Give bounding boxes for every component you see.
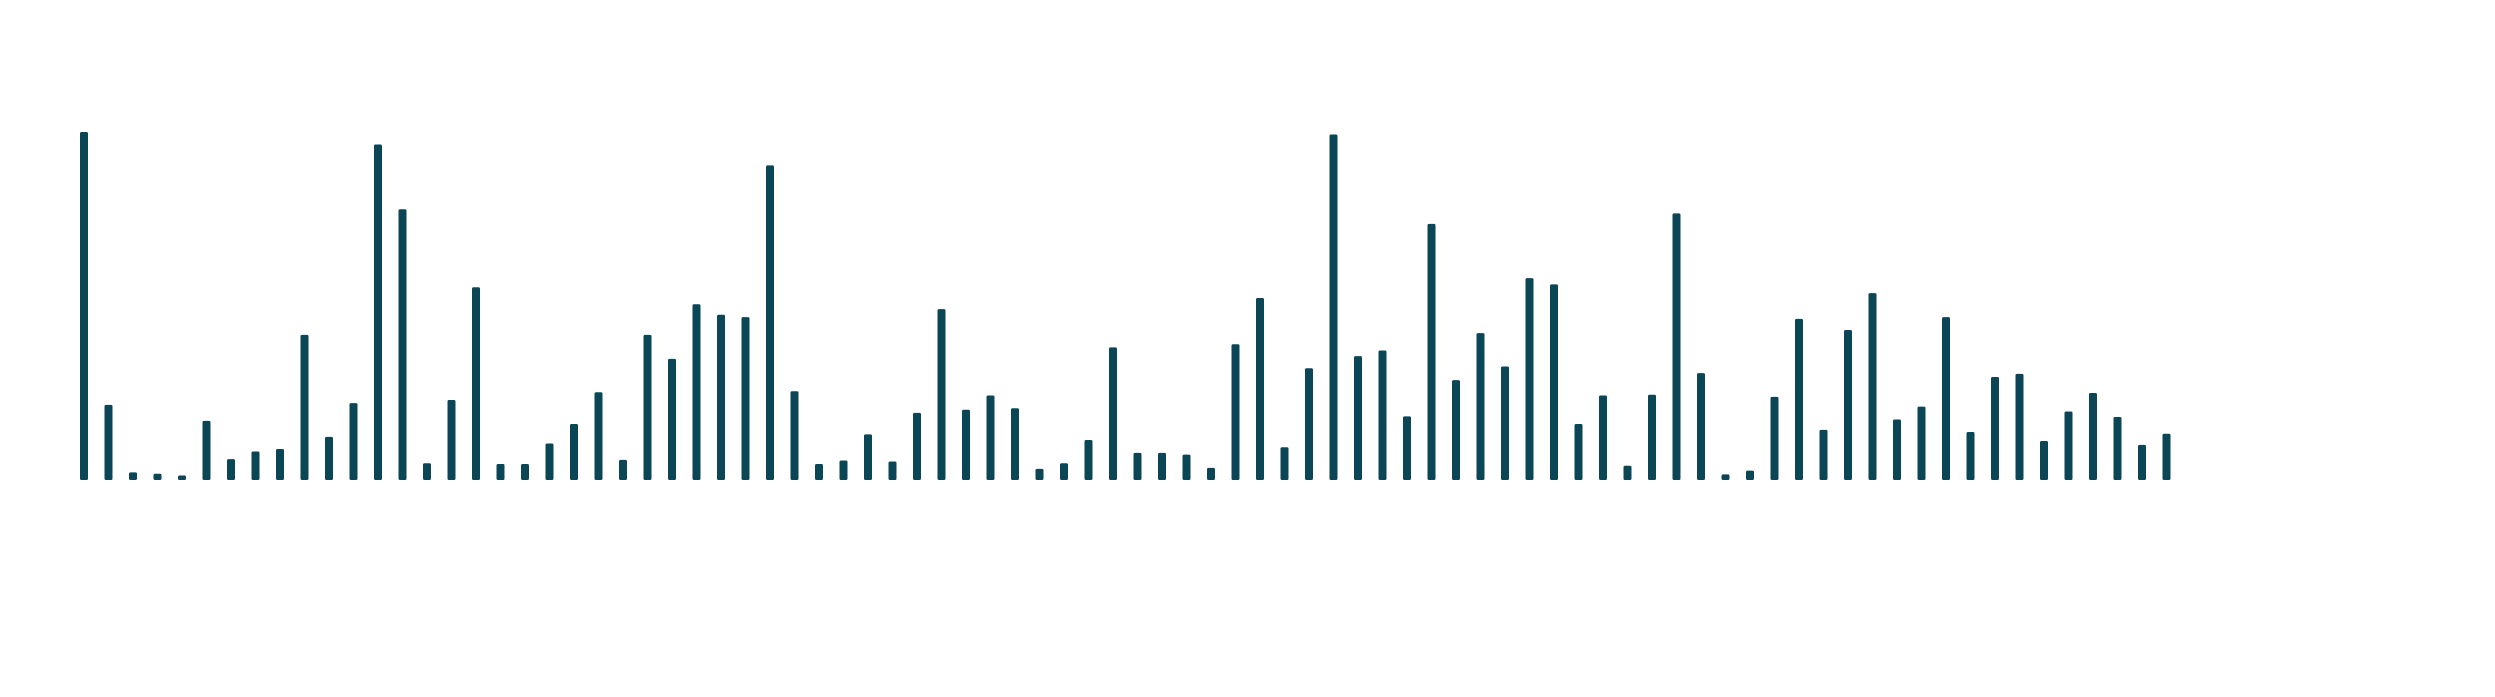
bar (1599, 395, 1607, 480)
bar (643, 334, 652, 480)
bar (1966, 431, 1975, 480)
bar (1476, 333, 1485, 480)
bar (2064, 411, 2073, 480)
bar (1501, 366, 1509, 480)
bar (1721, 474, 1730, 480)
bar (276, 449, 284, 480)
bar (202, 420, 211, 480)
bar (104, 404, 113, 480)
bar (766, 165, 774, 480)
bar (864, 434, 872, 480)
bar (815, 463, 823, 480)
bar (178, 475, 186, 480)
bar (1133, 452, 1142, 480)
bar (521, 463, 529, 480)
bar (423, 463, 431, 480)
bar (668, 358, 676, 480)
bar (545, 443, 554, 480)
bar (1893, 419, 1901, 480)
bar (790, 391, 799, 480)
bar (153, 473, 162, 480)
bar (1109, 347, 1117, 480)
bar (300, 334, 309, 480)
bar (1917, 406, 1926, 480)
bar (619, 459, 627, 480)
bar (1795, 318, 1803, 480)
bar (2138, 444, 2146, 480)
bar (472, 287, 480, 480)
bar (888, 461, 897, 480)
bar (913, 412, 921, 480)
bar (1011, 408, 1019, 480)
bar (1819, 429, 1828, 480)
bar (594, 392, 603, 480)
bar (1770, 396, 1779, 480)
bar (692, 304, 701, 480)
bar (839, 460, 848, 480)
bar (1427, 223, 1436, 480)
bar (1158, 452, 1166, 480)
bar (2113, 417, 2122, 480)
bar (1746, 470, 1754, 480)
bar (1550, 284, 1558, 480)
bar (251, 451, 260, 480)
bar (1207, 467, 1215, 480)
bar (1942, 317, 1950, 480)
bar (1280, 447, 1289, 480)
bar (937, 309, 946, 480)
bar (1035, 468, 1044, 480)
bar (1231, 344, 1240, 480)
bar (129, 472, 137, 480)
bar (1182, 454, 1191, 480)
bar (398, 209, 407, 480)
bar (1256, 298, 1264, 480)
bar (2162, 433, 2171, 480)
bar (1403, 416, 1411, 480)
bar (80, 132, 88, 480)
bar (349, 403, 358, 480)
bar (741, 317, 750, 480)
bar (2089, 393, 2097, 480)
bar (1868, 293, 1877, 480)
bar (570, 423, 578, 480)
bar (2040, 441, 2048, 480)
bar (1991, 376, 1999, 480)
bar (1060, 463, 1068, 480)
bar (2015, 373, 2024, 480)
bar (717, 314, 725, 480)
bar (1084, 439, 1093, 480)
bar (986, 395, 995, 480)
bar (374, 144, 382, 480)
bar (1329, 134, 1338, 480)
bar (325, 436, 333, 480)
bar (962, 409, 970, 480)
bars-group (80, 132, 2171, 480)
bar (1305, 368, 1313, 480)
bar (1672, 213, 1681, 480)
bar (1378, 350, 1387, 480)
bar (496, 463, 505, 480)
bar (1525, 278, 1534, 480)
bar (1574, 423, 1583, 480)
bar (1623, 465, 1632, 480)
bar (1648, 394, 1656, 480)
bar (1354, 356, 1362, 480)
bar (1697, 373, 1705, 480)
bar (1844, 330, 1852, 480)
bar (447, 399, 456, 480)
bar (227, 459, 235, 480)
bar (1452, 380, 1460, 480)
